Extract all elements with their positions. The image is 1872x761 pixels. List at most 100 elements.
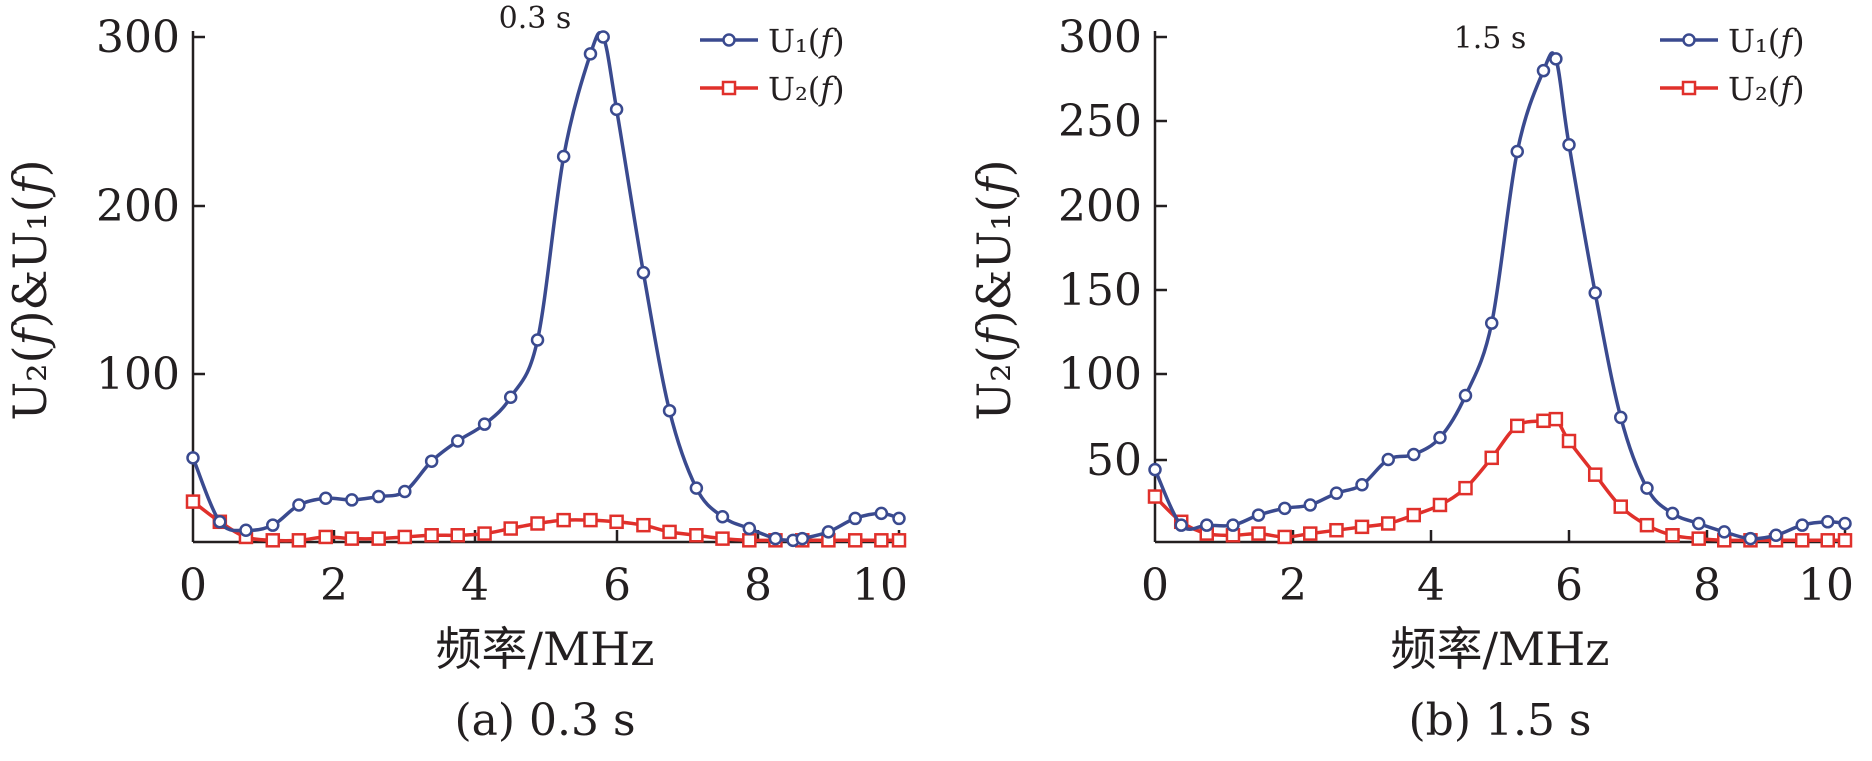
data-point-u2 <box>1561 433 1577 449</box>
x-tick-label: 2 <box>1279 560 1307 611</box>
y-ticks: 50 100 150 200 250 300 <box>1058 12 1167 486</box>
data-point-u2 <box>1548 411 1564 427</box>
x-tick-label: 2 <box>320 560 348 611</box>
data-point-u2 <box>1665 528 1680 543</box>
legend-marker-u1 <box>1682 33 1696 47</box>
data-point-u1 <box>1355 478 1369 492</box>
data-point-u1 <box>609 102 624 117</box>
data-point-u1 <box>1407 447 1421 462</box>
legend-label-u1: U₁(𝑓) <box>1728 22 1805 60</box>
series-line-u1 <box>1153 51 1846 541</box>
data-point-u1 <box>689 481 704 495</box>
data-point-u1 <box>715 510 730 524</box>
data-point-u1 <box>503 390 518 404</box>
data-point-u1 <box>1838 516 1852 531</box>
data-point-u2 <box>1587 467 1603 482</box>
data-point-u2 <box>847 533 863 548</box>
data-point-u2 <box>371 531 386 546</box>
x-tick-label: 10 <box>852 560 908 611</box>
data-point-u2 <box>450 528 465 543</box>
data-point-u2 <box>662 524 677 540</box>
data-point-u1 <box>768 531 783 546</box>
data-point-u2 <box>636 517 651 533</box>
data-point-u2 <box>1691 531 1706 546</box>
data-point-u1 <box>424 454 439 468</box>
data-point-u1 <box>451 434 465 448</box>
x-axis-label: 频率/MHz <box>1391 622 1610 676</box>
data-point-u1 <box>1795 518 1809 532</box>
time-annotation: 0.3 s <box>499 1 572 36</box>
data-point-u2 <box>1484 450 1499 466</box>
panel-caption: (b) 1.5 s <box>1408 695 1591 746</box>
data-point-u1 <box>266 518 280 532</box>
y-tick-label: 200 <box>96 181 180 232</box>
data-point-u1 <box>345 493 359 507</box>
legend-label-u2: U₂(𝑓) <box>1728 70 1805 108</box>
data-point-u1 <box>477 417 492 431</box>
data-point-u2 <box>477 526 492 541</box>
data-point-u1 <box>1821 515 1835 529</box>
data-point-u2 <box>424 528 439 543</box>
data-point-u1 <box>583 47 598 61</box>
y-tick-label: 200 <box>1058 181 1142 232</box>
x-ticks: 0 2 4 6 8 10 <box>1141 530 1854 611</box>
data-point-u2 <box>742 533 757 548</box>
chart-panel-a: 100 200 300 0 2 4 6 8 10 0.3 s U₁(𝑓) U₂(… <box>3 1 908 746</box>
data-point-u2 <box>185 494 201 509</box>
data-point-u2 <box>1354 519 1370 535</box>
panel-caption: (a) 0.3 s <box>454 695 635 746</box>
legend-marker-u2 <box>721 80 737 96</box>
data-point-u2 <box>1613 499 1628 514</box>
data-point-u2 <box>530 516 545 531</box>
data-point-u1 <box>662 403 677 418</box>
data-point-u1 <box>239 523 253 537</box>
data-point-u2 <box>1406 507 1421 523</box>
data-point-u2 <box>503 521 518 536</box>
data-point-u2 <box>1510 418 1525 434</box>
data-point-u1 <box>1536 63 1551 78</box>
series-line-u1 <box>191 31 900 543</box>
data-point-u2 <box>1837 533 1853 548</box>
data-point-u1 <box>1381 452 1395 467</box>
data-point-u1 <box>1549 52 1563 66</box>
data-point-u2 <box>1639 517 1655 533</box>
data-point-u2 <box>1329 522 1344 538</box>
data-point-u1 <box>1148 462 1162 477</box>
data-point-u2 <box>874 533 889 548</box>
data-point-u2 <box>397 529 413 545</box>
x-tick-label: 0 <box>1141 560 1169 611</box>
data-point-u1 <box>1562 137 1576 152</box>
legend-label-u1: U₁(𝑓) <box>768 22 845 60</box>
data-point-u2 <box>891 533 907 548</box>
data-point-u1 <box>371 489 386 504</box>
y-tick-label: 150 <box>1058 265 1142 316</box>
data-point-u2 <box>1251 526 1266 541</box>
data-point-u2 <box>1147 489 1163 504</box>
data-point-u2 <box>1458 480 1473 496</box>
x-axis-label: 频率/MHz <box>436 622 655 676</box>
plot-area-a <box>185 30 907 548</box>
data-point-u1 <box>1510 144 1524 159</box>
legend: U₁(𝑓) U₂(𝑓) <box>1660 22 1805 108</box>
data-point-u1 <box>1769 528 1783 543</box>
data-point-u2 <box>291 533 307 548</box>
data-point-u2 <box>715 531 730 546</box>
y-axis-label: U₂(𝑓)&U₁(𝑓) <box>3 159 57 420</box>
data-point-u2 <box>556 512 571 528</box>
data-point-u1 <box>596 30 610 44</box>
y-axis-label: U₂(𝑓)&U₁(𝑓) <box>967 159 1021 420</box>
data-point-u1 <box>1303 498 1317 512</box>
data-point-u2 <box>318 529 333 545</box>
data-point-u1 <box>1226 518 1240 532</box>
data-point-u1 <box>742 521 757 536</box>
data-point-u2 <box>583 512 598 528</box>
data-point-u1 <box>1640 481 1654 495</box>
x-ticks: 0 2 4 6 8 10 <box>179 530 908 611</box>
data-point-u1 <box>1691 516 1706 531</box>
data-point-u1 <box>795 531 810 546</box>
data-point-u1 <box>821 525 836 539</box>
data-point-u1 <box>1277 501 1292 516</box>
data-point-u2 <box>1380 516 1396 531</box>
series-line-u2 <box>1153 416 1845 543</box>
